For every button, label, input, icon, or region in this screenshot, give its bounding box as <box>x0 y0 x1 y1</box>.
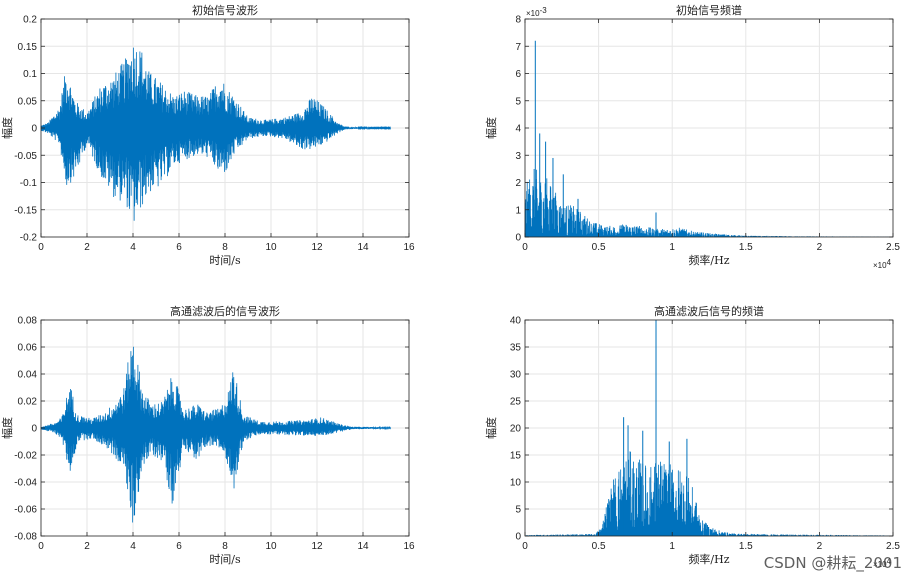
data-trace <box>40 346 391 523</box>
y-tick-label: -0.05 <box>14 151 37 162</box>
chart-title: 高通滤波后的信号波形 <box>170 304 280 318</box>
y-axis-label: 幅度 <box>484 117 498 139</box>
chart-br: 0 0.5 1 1.5 2 2.50510152025303540×104高通滤波后信号的… <box>484 304 900 569</box>
y-tick-label: 0 <box>515 532 521 543</box>
x-tick-label: 6 <box>176 242 182 253</box>
x-tick-label: 0.5 <box>592 541 606 552</box>
y-tick-label: 0.08 <box>18 316 38 327</box>
y-tick-label: 3 <box>515 151 521 162</box>
x-tick-label: 1.5 <box>739 541 753 552</box>
x-tick-label: 0 <box>38 541 44 552</box>
y-tick-label: 20 <box>510 424 522 435</box>
chart-bl: 0 2 4 6 8 10 12 14 16 -0.08 -0.06 -0.04 -0.02 0 0.02 0.… <box>0 304 415 566</box>
x-tick-label: 14 <box>357 541 369 552</box>
x-exponent-power: 4 <box>887 258 892 267</box>
y-tick-label: -0.02 <box>14 451 37 462</box>
x-tick-label: 1 <box>669 541 675 552</box>
x-axis-label: 频率/Hz <box>688 253 729 267</box>
x-tick-label: 1.5 <box>739 242 753 253</box>
x-tick-label: 0 <box>38 242 44 253</box>
y-tick-label: 0 <box>515 233 521 244</box>
y-tick-label: -0.08 <box>14 532 37 543</box>
x-tick-label: 0 <box>522 541 528 552</box>
x-tick-label: 0 <box>522 242 528 253</box>
y-tick-label: 0.05 <box>18 96 38 107</box>
y-tick-label: 5 <box>515 505 521 516</box>
y-tick-label: 5 <box>515 96 521 107</box>
y-tick-label: -0.15 <box>14 205 37 216</box>
y-tick-label: 0.02 <box>18 397 38 408</box>
x-tick-label: 4 <box>130 242 136 253</box>
y-tick-label: 0.06 <box>18 343 38 354</box>
y-tick-label: 25 <box>510 397 522 408</box>
y-tick-label: 0 <box>31 424 37 435</box>
y-tick-label: -0.2 <box>20 233 38 244</box>
x-tick-label: 14 <box>357 242 369 253</box>
y-tick-label: -0.06 <box>14 505 37 516</box>
x-tick-label: 4 <box>130 541 136 552</box>
y-tick-label: 7 <box>515 42 521 53</box>
x-tick-label: 2 <box>817 242 823 253</box>
x-tick-label: 1 <box>669 242 675 253</box>
y-tick-label: 0.15 <box>18 42 38 53</box>
x-tick-label: 2.5 <box>886 541 900 552</box>
x-tick-label: 8 <box>222 541 228 552</box>
x-axis-label: 时间/s <box>209 254 241 267</box>
chart-tr: 0 0.5 1 1.5 2 2.5 0 1 2 3 4 5 6 7 8 ×10-3 ×104 初始信号频谱频率/H… <box>484 3 900 270</box>
chart-title: 初始信号频谱 <box>676 3 742 17</box>
y-tick-label: 6 <box>515 69 521 80</box>
y-tick-label: 0.1 <box>23 69 37 80</box>
x-tick-label: 8 <box>222 242 228 253</box>
x-tick-label: 16 <box>403 541 415 552</box>
x-tick-label: 12 <box>311 541 323 552</box>
x-exponent-power: 4 <box>887 557 892 566</box>
y-tick-label: 15 <box>510 451 522 462</box>
y-axis-label: 幅度 <box>0 417 14 439</box>
x-exponent-label: ×104 <box>873 258 892 270</box>
y-tick-label: 10 <box>510 478 522 489</box>
x-tick-label: 2 <box>817 541 823 552</box>
chart-tl: 0 2 4 6 8 10 12 14 16 -0.2 -0.15 -0.1 -0.05 0 0.05 0.1 0… <box>0 3 415 267</box>
x-tick-label: 2.5 <box>886 242 900 253</box>
x-tick-label: 6 <box>176 541 182 552</box>
x-tick-label: 2 <box>84 242 90 253</box>
chart-title: 高通滤波后信号的频谱 <box>654 304 764 318</box>
y-tick-label: -0.1 <box>20 178 38 189</box>
y-tick-label: 2 <box>515 178 521 189</box>
y-tick-label: 0.04 <box>18 370 38 381</box>
data-trace <box>40 47 391 221</box>
x-tick-label: 0.5 <box>592 242 606 253</box>
x-axis-label: 频率/Hz <box>688 552 729 566</box>
y-tick-label: 40 <box>510 316 522 327</box>
y-tick-label: -0.04 <box>14 478 37 489</box>
x-tick-label: 12 <box>311 242 323 253</box>
y-tick-label: 8 <box>515 15 521 26</box>
watermark-text: CSDN @耕耘_2001 <box>763 554 902 572</box>
x-tick-label: 10 <box>265 541 277 552</box>
y-tick-label: 0.2 <box>23 15 37 26</box>
y-tick-label: 1 <box>515 205 521 216</box>
x-tick-label: 16 <box>403 242 415 253</box>
x-tick-label: 2 <box>84 541 90 552</box>
y-axis-label: 幅度 <box>484 417 498 439</box>
y-exponent-label: ×10-3 <box>526 6 547 18</box>
y-tick-label: 35 <box>510 343 522 354</box>
y-tick-label: 0 <box>31 124 37 135</box>
y-exponent-power: -3 <box>540 6 548 15</box>
x-axis-label: 时间/s <box>209 553 241 566</box>
y-tick-label: 30 <box>510 370 522 381</box>
chart-title: 初始信号波形 <box>192 3 258 17</box>
y-axis-label: 幅度 <box>0 117 14 139</box>
y-tick-label: 4 <box>515 124 521 135</box>
x-tick-label: 10 <box>265 242 277 253</box>
